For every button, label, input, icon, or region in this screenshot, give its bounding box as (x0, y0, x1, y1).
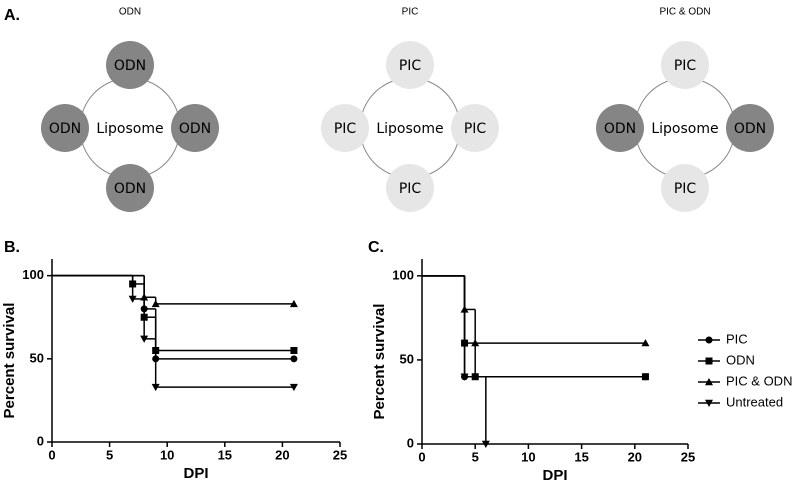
marker (705, 378, 713, 386)
ligand (171, 104, 219, 152)
ligand (661, 164, 709, 212)
x-tick-label: 10 (160, 447, 174, 462)
marker (641, 373, 649, 381)
ligand-label: PIC (399, 58, 422, 74)
marker (705, 399, 713, 407)
marker (705, 336, 713, 344)
x-tick-label: 15 (574, 449, 588, 464)
y-tick-label: 50 (30, 350, 44, 365)
legend-label: ODN (726, 352, 755, 367)
ligand (596, 104, 644, 152)
diagram-title: PIC (402, 7, 419, 18)
x-tick-label: 20 (628, 449, 642, 464)
diagram-title: ODN (119, 7, 141, 18)
marker (471, 339, 480, 347)
marker (705, 357, 713, 365)
ligand-label: ODN (179, 121, 211, 137)
y-axis-title: Percent survival (1, 303, 18, 419)
marker (481, 440, 490, 448)
y-tick-label: 0 (37, 433, 44, 448)
y-tick-label: 50 (400, 351, 414, 366)
x-axis-title: DPI (542, 467, 567, 484)
x-tick-label: 10 (521, 449, 535, 464)
y-tick-label: 0 (407, 435, 414, 450)
x-tick-label: 5 (106, 447, 113, 462)
legend-label: PIC (726, 331, 748, 346)
ligand (106, 41, 154, 89)
marker (290, 347, 298, 354)
panel-label: C. (368, 239, 384, 256)
ligand-label: PIC (399, 181, 422, 197)
marker (289, 383, 298, 392)
ligand (41, 104, 89, 152)
ligand-label: PIC (334, 121, 357, 137)
marker (151, 299, 160, 308)
ligand (321, 104, 369, 152)
ligand (386, 164, 434, 212)
liposome-label: Liposome (376, 121, 443, 137)
ligand (451, 104, 499, 152)
x-tick-label: 0 (418, 449, 425, 464)
ligand-label: PIC (674, 58, 697, 74)
panel-label: B. (4, 239, 20, 256)
ligand-label: ODN (114, 181, 146, 197)
liposome-label: Liposome (96, 121, 163, 137)
ligand (726, 104, 774, 152)
ligand-label: PIC (674, 181, 697, 197)
panel-label: A. (4, 7, 20, 24)
marker (641, 339, 650, 347)
x-tick-label: 25 (681, 449, 695, 464)
diagram-title: PIC & ODN (659, 7, 710, 18)
liposome-label: Liposome (651, 121, 718, 137)
y-axis-title: Percent survival (371, 304, 388, 420)
ligand (386, 41, 434, 89)
marker (290, 355, 298, 363)
marker (460, 373, 469, 381)
ligand-label: ODN (114, 58, 146, 74)
marker (289, 299, 298, 308)
marker (140, 335, 149, 343)
marker (151, 383, 160, 392)
legend-label: Untreated (726, 394, 783, 409)
ligand-label: ODN (604, 121, 636, 137)
x-tick-label: 25 (333, 447, 347, 462)
ligand (661, 41, 709, 89)
legend-label: PIC & ODN (726, 373, 792, 388)
x-tick-label: 15 (218, 447, 232, 462)
x-tick-label: 5 (472, 449, 479, 464)
ligand-label: PIC (464, 121, 487, 137)
ligand-label: ODN (734, 121, 766, 137)
x-tick-label: 20 (275, 447, 289, 462)
ligand (106, 164, 154, 212)
marker (128, 295, 137, 303)
y-tick-label: 100 (22, 267, 44, 282)
y-tick-label: 100 (392, 267, 414, 282)
x-tick-label: 0 (48, 447, 55, 462)
ligand-label: ODN (49, 121, 81, 137)
x-axis-title: DPI (183, 465, 208, 482)
